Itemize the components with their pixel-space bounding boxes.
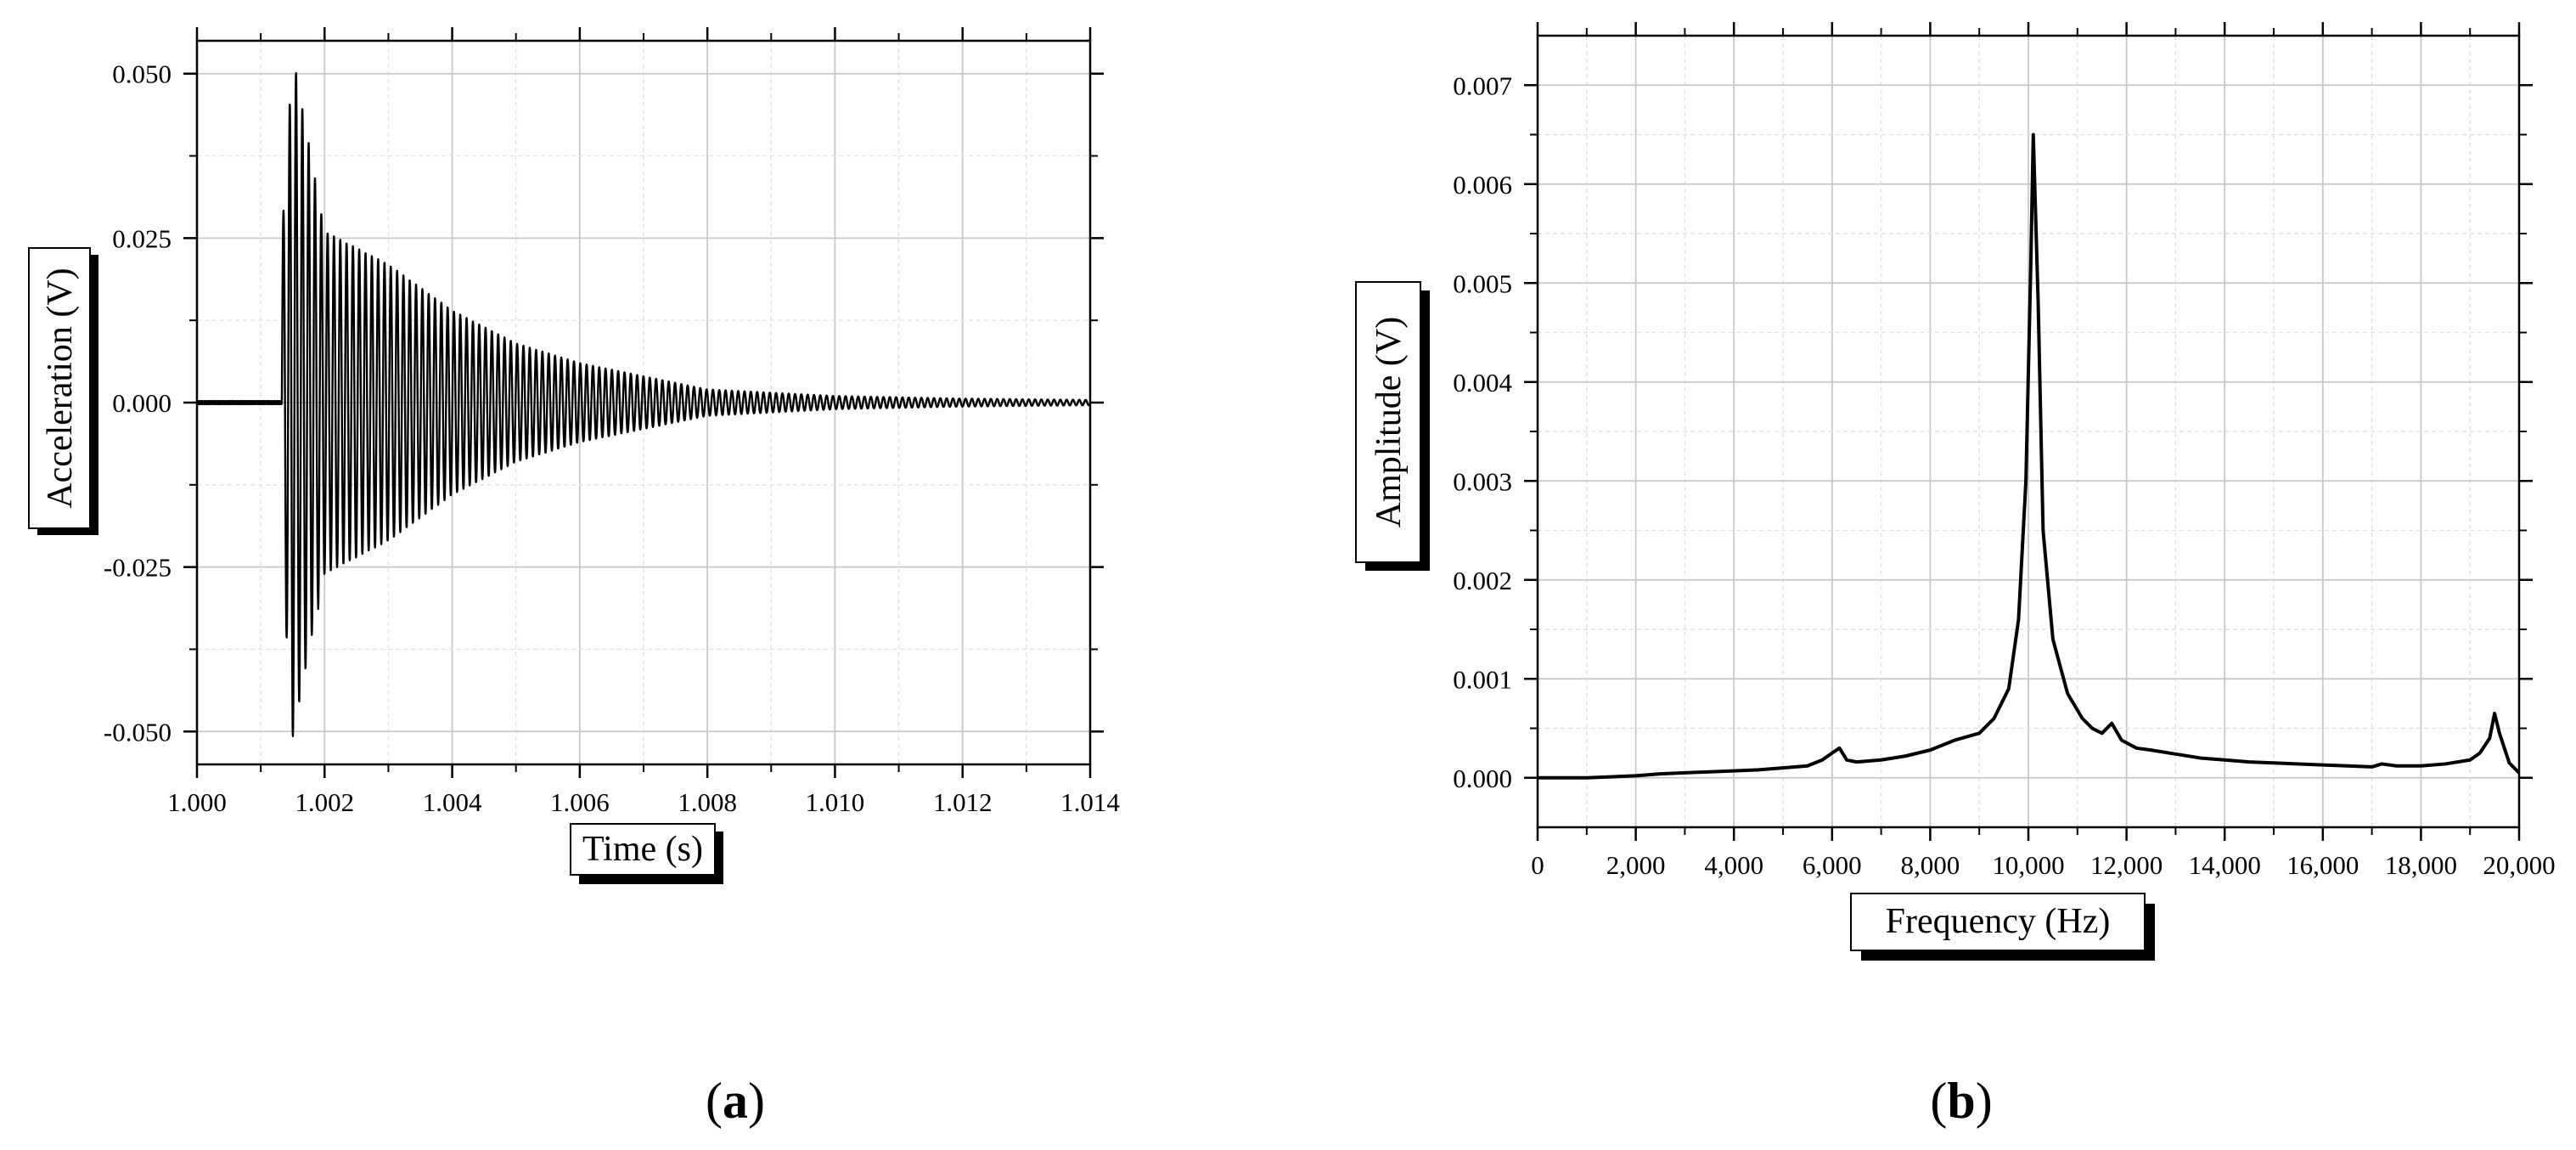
panel-a-signal-line (197, 71, 1090, 737)
panel-b-x-tick-label: 8,000 (1901, 850, 1960, 880)
panel-b-y-tick-label: 0.002 (1453, 566, 1512, 595)
panel-b-y-tick-label: 0.001 (1453, 664, 1512, 694)
panel-b-axis-ticks: 0 2,000 4,000 6,000 8,000 10,000 12,000 14,000 1… (1453, 22, 2556, 880)
panel-a-x-tick-label: 1.014 (1060, 787, 1120, 817)
panel-b-x-tick-label: 2,000 (1606, 850, 1666, 880)
panel-a-y-tick-label: -0.025 (104, 553, 172, 583)
panel-a-x-tick-label: 1.010 (806, 787, 865, 817)
panel-b-series (1538, 132, 2519, 780)
panel-a-y-tick-label: -0.050 (104, 717, 172, 747)
panel-b-y-tick-label: 0.007 (1453, 70, 1512, 100)
panel-a-x-tick-label: 1.012 (933, 787, 993, 817)
panel-b-y-tick-label: 0.005 (1453, 268, 1512, 298)
panel-a-y-tick-label: 0.025 (112, 223, 172, 253)
panel-a-chart: 1.000 1.002 1.004 1.006 1.008 1.010 1.012 1.014… (28, 27, 1120, 1129)
panel-b-x-tick-label: 10,000 (1992, 850, 2064, 880)
panel-a-xlabel-box: Time (s) (570, 823, 723, 884)
panel-b-chart: 0 2,000 4,000 6,000 8,000 10,000 12,000 14,000 1… (1355, 22, 2556, 1129)
panel-a-x-tick-label: 1.004 (423, 787, 482, 817)
panel-a-y-tick-label: 0.050 (112, 59, 172, 89)
panel-a-series (197, 71, 1090, 737)
panel-b-x-tick-label: 6,000 (1803, 850, 1862, 880)
panel-a-ylabel: Acceleration (V) (41, 268, 80, 508)
panel-b-x-tick-label: 14,000 (2189, 850, 2261, 880)
panel-a-ylabel-box: Acceleration (V) (28, 247, 98, 535)
panel-b-y-tick-label: 0.006 (1453, 170, 1512, 200)
panel-a-grid (196, 41, 1091, 764)
panel-b-x-tick-label: 16,000 (2286, 850, 2359, 880)
panel-b-y-tick-label: 0.003 (1453, 466, 1512, 496)
panel-b-x-tick-label: 0 (1531, 850, 1544, 880)
panel-a-axis-ticks: 1.000 1.002 1.004 1.006 1.008 1.010 1.012 1.014… (104, 27, 1120, 817)
panel-b-ylabel: Amplitude (V) (1370, 317, 1409, 527)
panel-a-xlabel: Time (s) (582, 830, 703, 869)
panel-b-x-tick-label: 20,000 (2483, 850, 2555, 880)
panel-b-x-tick-label: 18,000 (2385, 850, 2457, 880)
panel-b-spectrum-line (1538, 132, 2519, 780)
panel-b-x-tick-label: 12,000 (2090, 850, 2163, 880)
panel-b-x-tick-label: 4,000 (1704, 850, 1763, 880)
panel-a-x-tick-label: 1.000 (167, 787, 227, 817)
panel-b-y-tick-label: 0.000 (1453, 764, 1512, 793)
panel-b-ylabel-box: Amplitude (V) (1355, 281, 1430, 571)
panel-b-y-tick-label: 0.004 (1453, 368, 1512, 397)
panel-a-label: (a) (706, 1073, 765, 1129)
panel-b-letter: b (1947, 1073, 1975, 1129)
panel-a-x-tick-label: 1.008 (678, 787, 737, 817)
panel-a-letter: a (723, 1073, 748, 1129)
panel-b-xlabel-box: Frequency (Hz) (1850, 893, 2155, 961)
panel-a-x-tick-label: 1.002 (295, 787, 354, 817)
panel-b-label: (b) (1930, 1073, 1992, 1129)
panel-a-x-tick-label: 1.006 (550, 787, 610, 817)
panel-a-y-tick-label: 0.000 (112, 388, 172, 418)
panel-b-xlabel: Frequency (Hz) (1886, 902, 2111, 941)
panel-b-grid (1537, 36, 2520, 827)
